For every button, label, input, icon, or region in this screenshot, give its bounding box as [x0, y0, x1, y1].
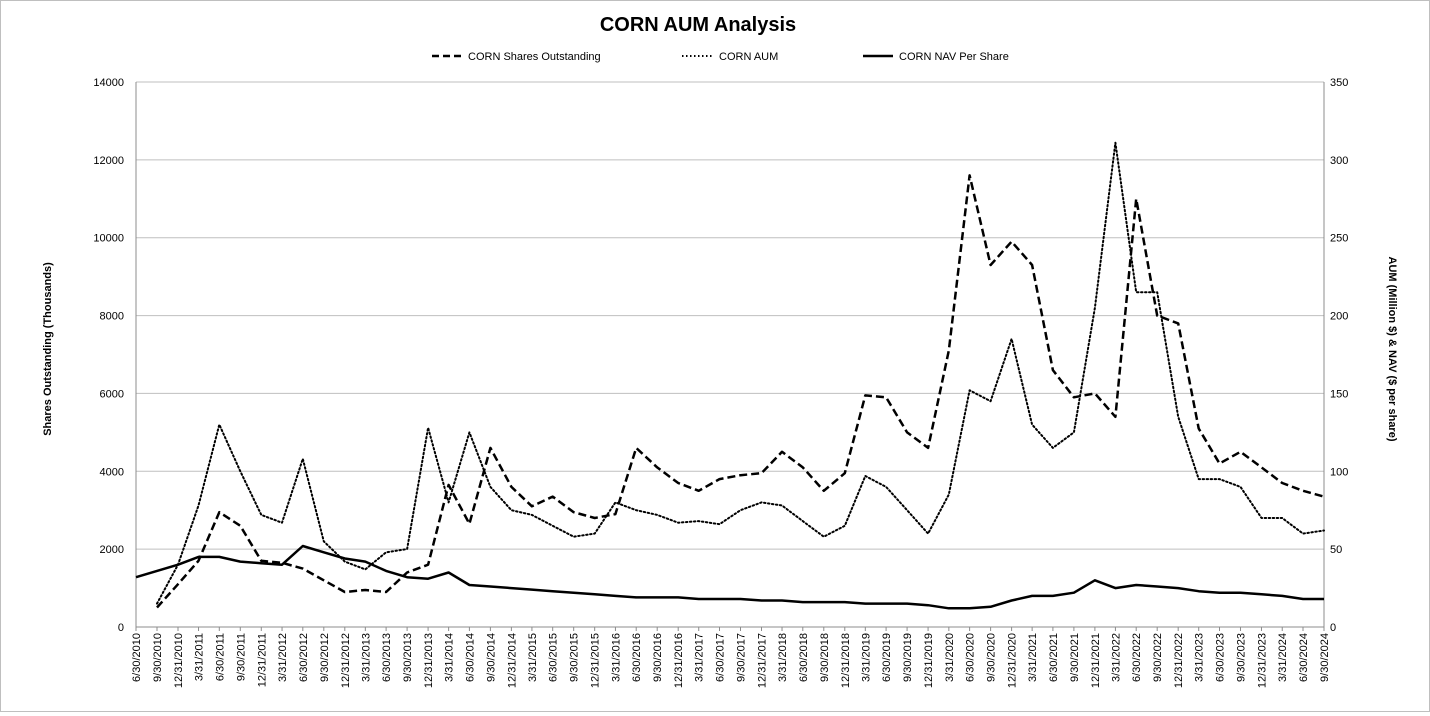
x-tick-label: 9/30/2021	[1069, 633, 1081, 682]
x-tick-label: 12/31/2016	[673, 633, 685, 688]
x-tick-label: 6/30/2018	[798, 633, 810, 682]
x-tick-label: 9/30/2017	[735, 633, 747, 682]
x-tick-label: 3/31/2016	[610, 633, 622, 682]
x-tick-label: 6/30/2013	[381, 633, 393, 682]
x-tick-label: 3/31/2019	[860, 633, 872, 682]
y-right-tick-100: 100	[1330, 466, 1348, 478]
x-tick-label: 9/30/2011	[235, 633, 247, 681]
x-axis-ticks: 6/30/2010 9/30/2010 12/31/2010 3/31/2011 6/3…	[131, 627, 1331, 688]
x-tick-label: 3/31/2021	[1027, 633, 1039, 682]
y-right-tick-350: 350	[1330, 77, 1348, 89]
y-left-tick-10000: 10000	[93, 233, 124, 245]
x-tick-label: 9/30/2023	[1235, 633, 1247, 682]
x-tick-label: 12/31/2019	[923, 633, 935, 688]
y-axis-right-ticks: 0 50 100 150 200 250 300 350	[1330, 77, 1348, 634]
x-tick-label: 9/30/2014	[485, 633, 497, 682]
y-right-tick-150: 150	[1330, 388, 1348, 400]
x-tick-label: 9/30/2012	[319, 633, 331, 682]
x-tick-label: 12/31/2010	[173, 633, 185, 688]
y-right-tick-0: 0	[1330, 622, 1336, 634]
x-tick-label: 3/31/2022	[1110, 633, 1122, 682]
x-tick-label: 3/31/2015	[527, 633, 539, 682]
x-tick-label: 6/30/2024	[1298, 633, 1310, 682]
x-tick-label: 9/30/2013	[402, 633, 414, 682]
x-tick-label: 12/31/2017	[756, 633, 768, 688]
legend-label-nav: CORN NAV Per Share	[899, 51, 1009, 63]
y-left-tick-12000: 12000	[93, 155, 124, 167]
x-tick-label: 3/31/2011	[194, 633, 206, 681]
x-tick-label: 6/30/2015	[548, 633, 560, 682]
x-tick-label: 12/31/2012	[340, 633, 352, 688]
x-tick-label: 6/30/2021	[1048, 633, 1060, 682]
legend-item-nav: CORN NAV Per Share	[863, 51, 1009, 63]
y-left-tick-4000: 4000	[100, 466, 124, 478]
y-right-tick-200: 200	[1330, 311, 1348, 323]
x-tick-label: 6/30/2017	[715, 633, 727, 682]
x-tick-label: 12/31/2011	[256, 633, 268, 687]
x-tick-label: 3/31/2014	[444, 633, 456, 682]
series-lines	[135, 141, 1325, 610]
legend-label-shares: CORN Shares Outstanding	[468, 51, 601, 63]
x-tick-label: 9/30/2015	[569, 633, 581, 682]
x-tick-label: 12/31/2018	[840, 633, 852, 688]
x-tick-label: 12/31/2020	[1007, 633, 1019, 688]
y-left-tick-6000: 6000	[100, 388, 124, 400]
x-tick-label: 9/30/2010	[152, 633, 164, 682]
y-right-tick-50: 50	[1330, 544, 1342, 556]
y-left-tick-14000: 14000	[93, 77, 124, 89]
x-tick-label: 3/31/2023	[1194, 633, 1206, 682]
x-tick-label: 3/31/2017	[694, 633, 706, 682]
x-tick-label: 3/31/2012	[277, 633, 289, 682]
x-tick-label: 3/31/2018	[777, 633, 789, 682]
x-tick-label: 6/30/2022	[1131, 633, 1143, 682]
series-line-2	[135, 544, 1324, 610]
x-tick-label: 6/30/2012	[298, 633, 310, 682]
chart-title: CORN AUM Analysis	[600, 14, 796, 36]
x-tick-label: 6/30/2010	[131, 633, 143, 682]
x-tick-label: 9/30/2016	[652, 633, 664, 682]
gridlines	[135, 81, 1325, 628]
x-tick-label: 9/30/2019	[902, 633, 914, 682]
x-tick-label: 6/30/2016	[631, 633, 643, 682]
y-axis-left-ticks: 0 2000 4000 6000 8000 10000 12000 14000	[93, 77, 124, 634]
x-tick-label: 12/31/2013	[423, 633, 435, 688]
x-tick-label: 12/31/2014	[506, 633, 518, 688]
x-tick-label: 12/31/2015	[590, 633, 602, 688]
series-line-1	[156, 141, 1325, 605]
x-tick-label: 12/31/2023	[1256, 633, 1268, 688]
x-tick-label: 12/31/2022	[1173, 633, 1185, 688]
y-axis-right-title: AUM (Million $) & NAV ($ per share)	[1386, 257, 1398, 442]
x-tick-label: 3/31/2013	[360, 633, 372, 682]
x-tick-label: 9/30/2024	[1319, 633, 1331, 682]
x-tick-label: 9/30/2020	[986, 633, 998, 682]
x-tick-label: 9/30/2018	[819, 633, 831, 682]
legend-item-shares: CORN Shares Outstanding	[432, 51, 601, 63]
y-axis-left-title: Shares Outstanding (Thousands)	[42, 262, 54, 436]
x-tick-label: 12/31/2021	[1090, 633, 1102, 688]
y-right-tick-300: 300	[1330, 155, 1348, 167]
legend-label-aum: CORN AUM	[719, 51, 778, 63]
y-left-tick-2000: 2000	[100, 544, 124, 556]
x-tick-label: 6/30/2011	[214, 633, 226, 681]
x-tick-label: 6/30/2023	[1214, 633, 1226, 682]
y-right-tick-250: 250	[1330, 233, 1348, 245]
x-tick-label: 6/30/2020	[965, 633, 977, 682]
x-tick-label: 3/31/2020	[944, 633, 956, 682]
x-tick-label: 6/30/2019	[881, 633, 893, 682]
x-tick-label: 9/30/2022	[1152, 633, 1164, 682]
y-left-tick-8000: 8000	[100, 311, 124, 323]
x-tick-label: 6/30/2014	[464, 633, 476, 682]
series-line-0	[156, 174, 1325, 609]
legend-item-aum: CORN AUM	[682, 51, 778, 63]
legend: CORN Shares Outstanding CORN AUM CORN NA…	[432, 51, 1009, 63]
y-left-tick-0: 0	[118, 622, 124, 634]
x-tick-label: 3/31/2024	[1277, 633, 1289, 682]
